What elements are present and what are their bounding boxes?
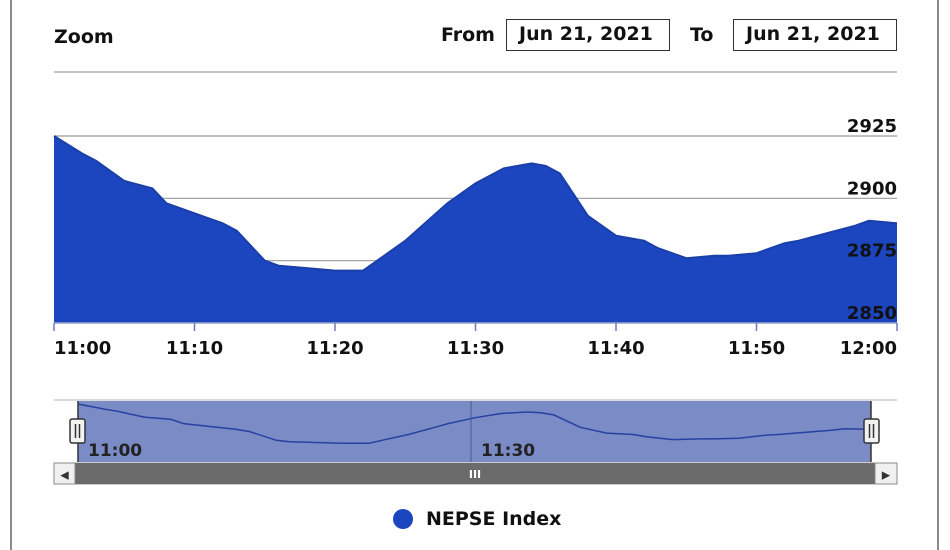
legend-label: NEPSE Index <box>426 508 562 530</box>
x-tick-label: 11:10 <box>166 338 223 359</box>
y-tick-label: 2900 <box>847 178 897 199</box>
nepse-index-line <box>53 135 898 272</box>
y-tick-label: 2925 <box>847 116 897 137</box>
navigator-line <box>77 403 872 445</box>
arrow-left-icon: ◀ <box>60 469 69 482</box>
from-label: From <box>441 24 495 46</box>
chart-frame-right-border <box>937 0 939 550</box>
scrollbar-grip-icon: III <box>469 468 481 481</box>
scroll-right-button[interactable]: ▶ <box>874 462 898 485</box>
x-tick-label: 11:20 <box>306 338 363 359</box>
x-tick-label: 11:00 <box>54 338 111 359</box>
chart-frame-left-border <box>10 0 12 550</box>
nepse-index-area <box>54 136 897 323</box>
from-date-input[interactable]: Jun 21, 2021 <box>506 19 670 51</box>
to-date-input[interactable]: Jun 21, 2021 <box>733 19 897 51</box>
navigator-right-handle[interactable] <box>863 418 880 444</box>
legend-symbol-icon <box>393 509 413 529</box>
y-tick-label: 2875 <box>847 241 897 262</box>
to-label: To <box>690 24 714 46</box>
y-tick-label: 2850 <box>847 303 897 324</box>
navigator-tick-label: 11:30 <box>481 441 535 461</box>
x-tick-label: 11:30 <box>447 338 504 359</box>
navigator-area <box>78 404 871 462</box>
x-tick-label: 12:00 <box>840 338 897 359</box>
x-tick-label: 11:40 <box>587 338 644 359</box>
arrow-right-icon: ▶ <box>882 469 891 482</box>
x-axis-labels: 11:00 11:10 11:20 11:30 11:40 11:50 12:00 <box>53 323 898 359</box>
navigator-tick-label: 11:00 <box>88 441 142 461</box>
scrollbar-thumb[interactable] <box>75 463 875 484</box>
legend-item-nepse-index[interactable]: NEPSE Index <box>393 508 561 530</box>
x-tick-label: 11:50 <box>728 338 785 359</box>
scroll-left-button[interactable]: ◀ <box>53 462 76 485</box>
y-axis-labels: 2850 2875 2900 2925 <box>847 116 897 324</box>
zoom-label: Zoom <box>54 26 114 48</box>
navigator-left-handle[interactable] <box>69 418 86 444</box>
